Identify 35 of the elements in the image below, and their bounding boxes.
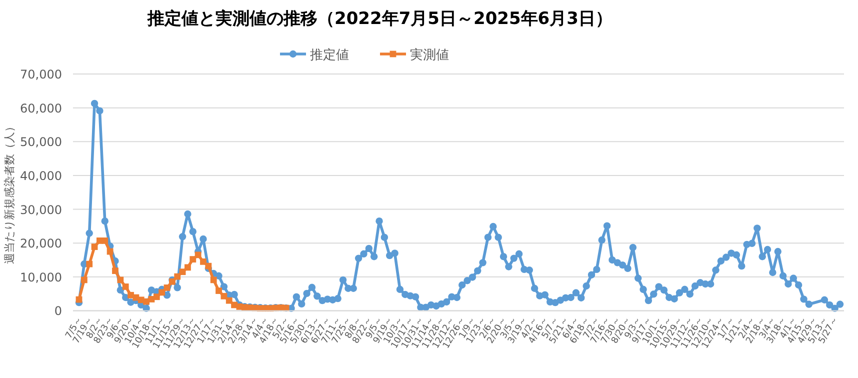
y-tick-label: 50,000 bbox=[20, 135, 62, 150]
point bbox=[80, 276, 88, 284]
point bbox=[86, 260, 93, 268]
point bbox=[190, 256, 196, 262]
legend-label: 推定値 bbox=[310, 48, 349, 63]
point bbox=[184, 264, 191, 271]
y-tick-label: 60,000 bbox=[20, 101, 62, 116]
point bbox=[210, 276, 217, 284]
y-tick-label: 30,000 bbox=[20, 202, 62, 217]
y-tick-label: 0 bbox=[54, 304, 62, 318]
point bbox=[174, 273, 181, 280]
point bbox=[153, 294, 160, 300]
point bbox=[220, 292, 228, 300]
chart-title: 推定値と実測値の推移（2022年7月5日～2025年6月3日） bbox=[146, 9, 612, 29]
point bbox=[143, 298, 150, 305]
point bbox=[194, 252, 202, 258]
point bbox=[226, 297, 232, 304]
point bbox=[91, 244, 98, 250]
point bbox=[112, 268, 118, 274]
legend-label: 実測値 bbox=[410, 47, 449, 63]
point bbox=[158, 289, 166, 296]
point bbox=[122, 283, 129, 290]
point bbox=[106, 248, 114, 255]
y-tick-label: 20,000 bbox=[20, 236, 62, 251]
y-tick-label: 10,000 bbox=[20, 270, 62, 284]
y-tick-label: 40,000 bbox=[20, 168, 62, 183]
point bbox=[117, 276, 124, 284]
point bbox=[200, 258, 206, 265]
y-axis-title: 週当たり新規感染者数（人） bbox=[3, 120, 16, 264]
point bbox=[216, 288, 222, 294]
y-tick-label: 70,000 bbox=[20, 68, 62, 82]
point bbox=[164, 284, 170, 291]
point bbox=[179, 268, 186, 276]
point bbox=[205, 262, 212, 270]
point bbox=[102, 238, 108, 244]
